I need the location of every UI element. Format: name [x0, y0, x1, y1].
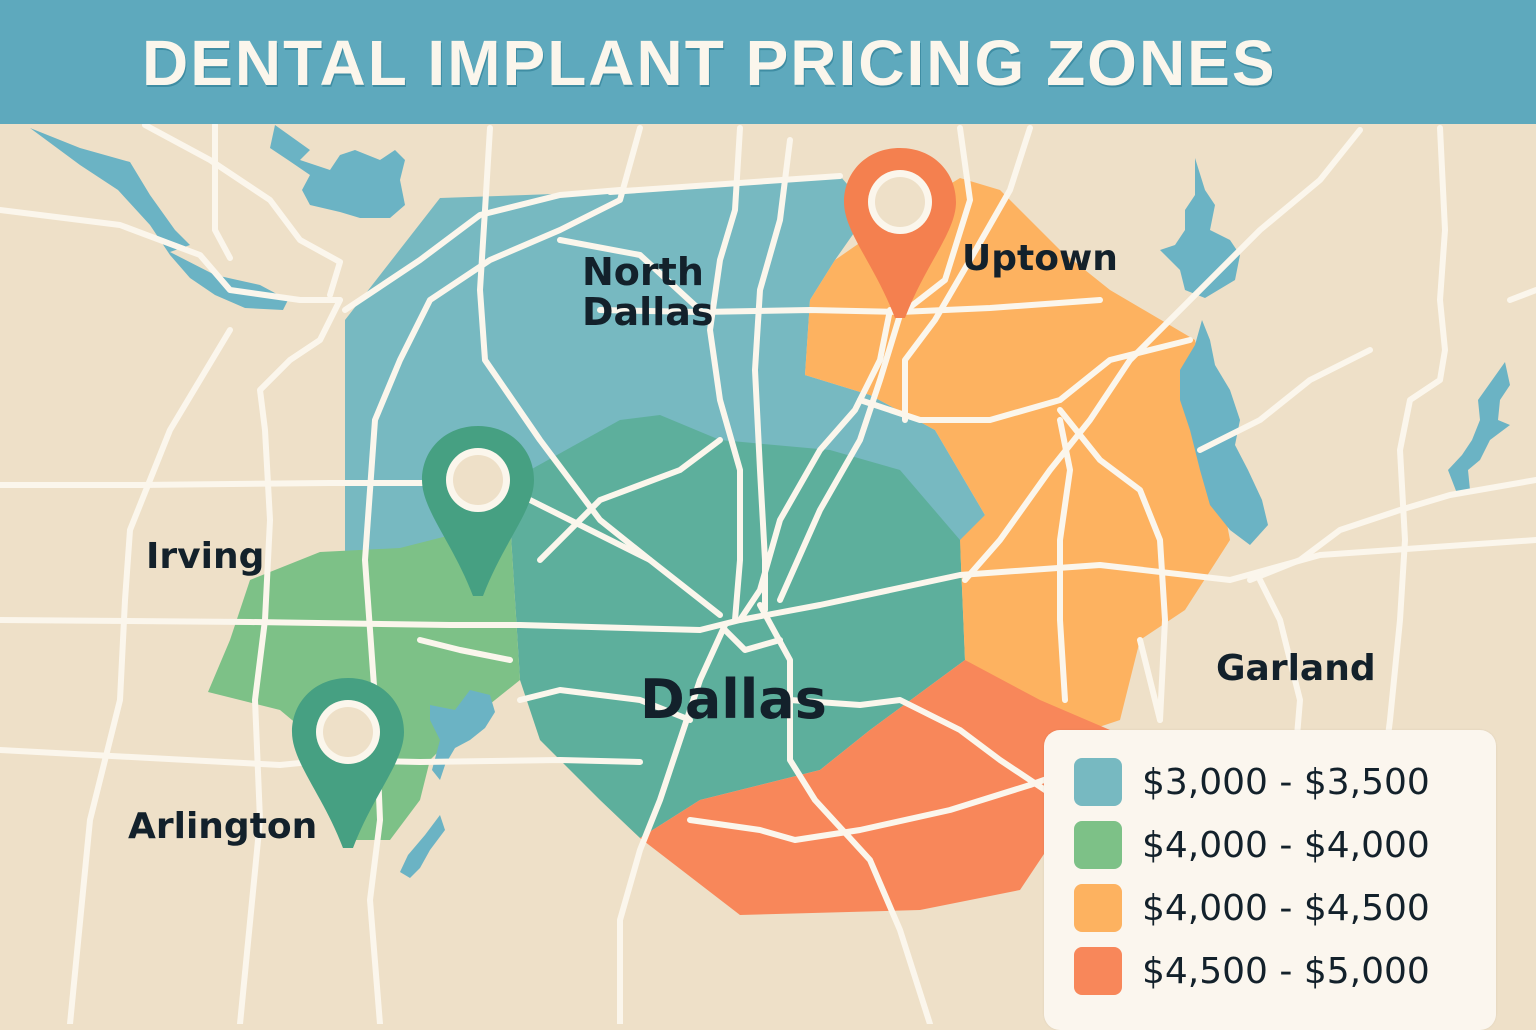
legend-label: $4,500 - $5,000: [1142, 950, 1430, 992]
legend-label: $4,000 - $4,500: [1142, 887, 1430, 929]
label-north-dallas-line2: Dallas: [582, 289, 714, 334]
irving-pin[interactable]: [422, 426, 534, 596]
label-dallas: Dallas: [640, 668, 827, 731]
legend-label: $3,000 - $3,500: [1142, 761, 1430, 803]
arlington-pin[interactable]: [292, 678, 404, 848]
lake-icon: [1160, 158, 1240, 298]
lake-icon: [400, 815, 445, 878]
lake-icon: [270, 125, 405, 218]
label-irving: Irving: [146, 536, 265, 577]
price-legend: $3,000 - $3,500 $4,000 - $4,000 $4,000 -…: [1044, 730, 1496, 1030]
legend-item: $3,000 - $3,500: [1074, 758, 1430, 806]
lake-icon: [430, 690, 495, 780]
legend-label: $4,000 - $4,000: [1142, 824, 1430, 866]
zone-south-dallas[interactable]: [640, 660, 1110, 915]
lake-icon: [1180, 320, 1268, 545]
label-arlington: Arlington: [128, 806, 318, 847]
zone-uptown[interactable]: [805, 178, 1230, 740]
legend-swatch-orange: [1074, 884, 1122, 932]
page-title: DENTAL IMPLANT PRICING ZONES: [142, 27, 1277, 99]
label-north-dallas: North Dallas: [582, 250, 714, 334]
legend-swatch-blue: [1074, 758, 1122, 806]
lakes: [30, 125, 1510, 878]
header-bar: DENTAL IMPLANT PRICING ZONES: [0, 0, 1536, 124]
legend-item: $4,500 - $5,000: [1074, 947, 1430, 995]
label-garland: Garland: [1216, 648, 1376, 689]
legend-swatch-green: [1074, 821, 1122, 869]
uptown-pin[interactable]: [844, 148, 956, 318]
legend-item: $4,000 - $4,000: [1074, 821, 1430, 869]
label-uptown: Uptown: [962, 238, 1118, 279]
zone-dallas-central[interactable]: [510, 415, 965, 838]
zone-irving[interactable]: [208, 520, 520, 840]
legend-swatch-red: [1074, 947, 1122, 995]
legend-item: $4,000 - $4,500: [1074, 884, 1430, 932]
lake-icon: [30, 128, 288, 310]
label-north-dallas-line1: North: [582, 250, 704, 294]
lake-icon: [1448, 362, 1510, 496]
